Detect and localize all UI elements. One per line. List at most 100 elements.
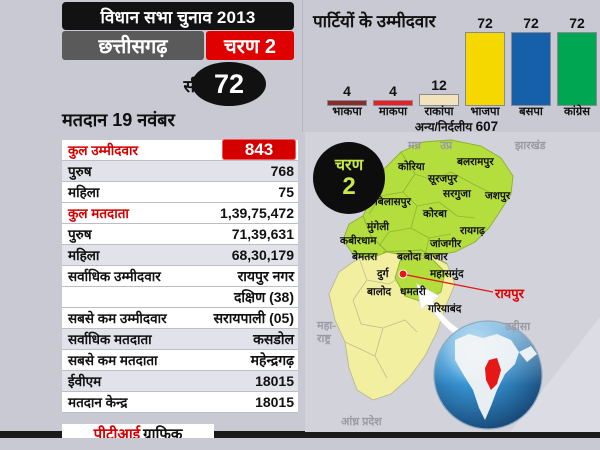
neighbour-state-label: राष्ट्र (317, 333, 331, 345)
row-label: पुरुष (68, 164, 92, 179)
neighbour-state-label: झारखंड (515, 140, 546, 152)
state-badge: छत्तीसगढ़ (62, 31, 204, 60)
table-row: कुल मतदाता 1,39,75,472 (62, 203, 298, 224)
others-label: अन्य/निर्दलीय (414, 120, 473, 134)
district-label: सरगुजा (443, 188, 471, 200)
chart-bar-rect (373, 100, 413, 106)
district-label: जांजगीर (430, 238, 462, 250)
seats-badge: 72 (192, 62, 266, 106)
capital-label: रायपुर (495, 286, 524, 301)
row-value: 768 (270, 163, 294, 179)
table-row: महिला 75 (62, 182, 298, 203)
row-label: ईवीएम (68, 374, 102, 389)
footer-rule-right (214, 431, 600, 438)
district-label: कबीरधाम (340, 235, 377, 247)
district-label: बलरामपुर (457, 156, 494, 168)
chart-bar-value: 4 (343, 83, 351, 99)
neighbour-state-label: महा- (317, 320, 336, 332)
table-row: सबसे कम मतदाता महेन्द्रगढ़ (62, 350, 298, 371)
table-row: सर्वाधिक उम्मीदवार रायपुर नगर (62, 266, 298, 287)
district-label: रायगढ़ (460, 225, 485, 237)
neighbour-state-label: उड़ीसा (505, 321, 531, 333)
chart-bar: 12 (419, 0, 459, 106)
chart-bar-value: 72 (523, 15, 539, 31)
others-value: 607 (475, 119, 499, 134)
neighbour-state-label: आंध्र प्रदेश (341, 416, 382, 428)
map-phase-badge: चरण 2 (313, 142, 385, 214)
chart-bar: 72 (465, 0, 505, 106)
district-label: महासमुंद (430, 268, 464, 280)
poll-date: मतदान 19 नवंबर (62, 110, 175, 130)
row-label: कुल मतदाता (68, 206, 129, 221)
chart-bar-value: 4 (389, 83, 397, 99)
row-label: महिला (68, 185, 100, 200)
chart-category-label: भाकपा (332, 106, 362, 118)
seats-value: 72 (213, 68, 245, 99)
district-label: सूरजपुर (428, 173, 458, 185)
chart-bar: 72 (511, 0, 551, 106)
chart-category-label: भाजपा (470, 106, 500, 118)
chart-category-label: कांग्रेस (563, 106, 591, 118)
table-row: महिला 68,30,179 (62, 245, 298, 266)
table-row: कुल उम्मीदवार 843 (62, 139, 298, 161)
chart-bar: 4 (373, 0, 413, 106)
row-value: 18015 (255, 394, 294, 410)
chart-bar-value: 72 (569, 15, 585, 31)
chart-category-labels: भाकपा माकपा राकांपा भाजपा बसपा कांग्रेस (313, 104, 600, 120)
table-row: ईवीएम 18015 (62, 371, 298, 392)
district-label: कोरिया (398, 161, 425, 173)
row-value: 1,39,75,472 (220, 205, 294, 221)
seats-row: सीटें 72 (62, 62, 294, 106)
chart-bars: 4 4 12 72 72 72 (313, 0, 600, 106)
row-value: दक्षिण (38) (233, 288, 294, 305)
page-title: विधान सभा चुनाव 2013 (62, 2, 294, 30)
table-row: दक्षिण (38) (62, 287, 298, 308)
neighbour-state-label: मप्र (408, 140, 421, 152)
chhattisgarh-map: चरण 2 मप्र उप्र झारखंड उड़ीसा महा- राष्ट्र आंध… (305, 132, 600, 432)
neighbour-state-label: उप्र (440, 140, 453, 152)
chart-category-label: माकपा (378, 106, 408, 118)
row-label: महिला (68, 248, 100, 263)
row-value: 18015 (255, 373, 294, 389)
district-label: कोरबा (423, 208, 447, 220)
row-label: सर्वाधिक उम्मीदवार (68, 269, 161, 284)
district-label: दुर्ग (377, 268, 389, 280)
row-value: कसडोल (253, 330, 294, 347)
district-label: धमतरी (400, 286, 426, 298)
district-label: बालोद (367, 286, 392, 298)
row-value: 68,30,179 (231, 247, 294, 263)
chart-bar-rect (419, 94, 459, 106)
district-label: बेमतरा (352, 251, 378, 263)
row-value: महेन्द्रगढ़ (250, 351, 294, 368)
district-label: बिलासपुर (375, 196, 411, 208)
chart-bar-rect (465, 32, 505, 106)
row-label: सबसे कम उम्मीदवार (68, 311, 167, 326)
row-value: रायपुर नगर (237, 267, 294, 284)
chart-bar-value: 12 (431, 77, 447, 93)
table-row: सबसे कम उम्मीदवार सरायपाली (05) (62, 308, 298, 329)
state-phase-row: छत्तीसगढ़ चरण 2 (62, 31, 294, 60)
page-title-text: विधान सभा चुनाव 2013 (100, 7, 256, 27)
district-label: जशपुर (485, 190, 511, 202)
district-label: गरियाबंद (428, 303, 462, 315)
map-graphic (305, 132, 600, 432)
footer-rule-left (0, 431, 62, 438)
chart-bar: 72 (557, 0, 597, 106)
chart-bar: 4 (327, 0, 367, 106)
row-value: 75 (278, 184, 294, 200)
chart-bar-rect (511, 32, 551, 106)
party-candidates-chart: पार्टियों के उम्मीदवार 4 4 12 72 72 72 भाकपा म… (305, 0, 600, 134)
row-value: सरायपाली (05) (213, 309, 294, 326)
chart-category-label: राकांपा (424, 106, 454, 118)
chart-title: पार्टियों के उम्मीदवार (313, 12, 436, 31)
table-row: पुरुष 71,39,631 (62, 224, 298, 245)
phase-badge: चरण 2 (206, 31, 294, 60)
chart-bar-value: 72 (477, 15, 493, 31)
row-label: मतदान केन्द्र (68, 395, 128, 410)
row-value: 71,39,631 (231, 226, 294, 242)
table-row: सर्वाधिक मतदाता कसडोल (62, 329, 298, 350)
chart-bar-rect (327, 100, 367, 106)
table-row: मतदान केन्द्र 18015 (62, 392, 298, 413)
district-label: बलोदा बाजार (397, 251, 448, 263)
